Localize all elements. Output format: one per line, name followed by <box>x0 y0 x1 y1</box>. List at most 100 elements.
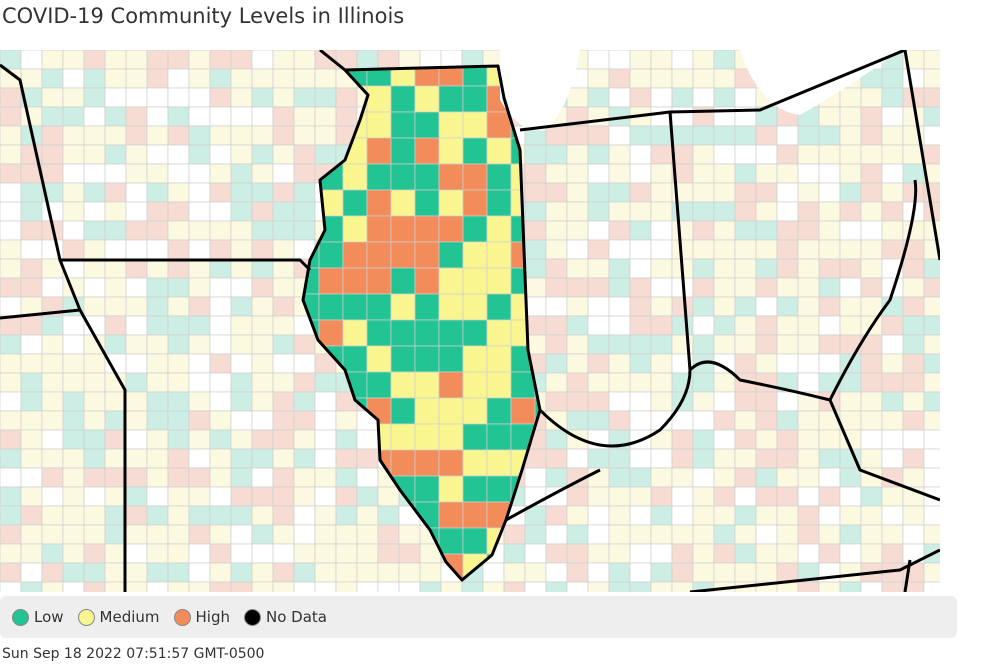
county <box>860 163 883 184</box>
county <box>587 372 610 393</box>
county <box>356 543 379 564</box>
county <box>629 239 652 260</box>
county <box>524 220 547 241</box>
county <box>146 182 169 203</box>
county <box>776 486 799 507</box>
county <box>923 562 940 583</box>
county <box>713 87 736 108</box>
county <box>566 334 589 355</box>
county <box>251 201 274 222</box>
county <box>390 163 416 191</box>
county <box>902 353 925 374</box>
county <box>587 201 610 222</box>
county <box>902 182 925 203</box>
county <box>125 50 148 70</box>
county <box>62 562 85 583</box>
county <box>0 505 22 526</box>
county <box>335 467 358 488</box>
county <box>587 144 610 165</box>
county <box>713 391 736 412</box>
county <box>839 258 862 279</box>
county <box>314 87 337 108</box>
legend-swatch <box>173 608 191 626</box>
county <box>209 562 232 583</box>
county <box>486 189 512 217</box>
county <box>209 258 232 279</box>
county <box>209 334 232 355</box>
county <box>188 125 211 146</box>
county <box>566 391 589 412</box>
county <box>390 319 416 347</box>
county <box>41 353 64 374</box>
county <box>462 111 488 139</box>
county <box>881 87 904 108</box>
county <box>20 486 43 507</box>
legend-swatch <box>244 608 262 626</box>
county <box>62 201 85 222</box>
county <box>125 296 148 317</box>
county <box>62 391 85 412</box>
county <box>0 353 22 374</box>
county <box>860 182 883 203</box>
county <box>125 486 148 507</box>
county <box>755 486 778 507</box>
county <box>923 505 940 526</box>
county <box>293 543 316 564</box>
county <box>482 581 505 592</box>
county <box>755 125 778 146</box>
county <box>797 163 820 184</box>
county <box>818 163 841 184</box>
county <box>167 315 190 336</box>
county <box>650 220 673 241</box>
county <box>545 429 568 450</box>
county <box>860 410 883 431</box>
county <box>797 429 820 450</box>
county <box>167 581 190 592</box>
county <box>650 296 673 317</box>
county <box>146 163 169 184</box>
county <box>230 581 253 592</box>
legend-item[interactable]: No Data <box>244 608 327 626</box>
county <box>755 315 778 336</box>
county <box>438 527 464 555</box>
county <box>755 353 778 374</box>
county <box>860 372 883 393</box>
legend-item[interactable]: Low <box>12 608 64 626</box>
county <box>314 144 337 165</box>
county <box>104 562 127 583</box>
county <box>797 505 820 526</box>
county <box>335 410 358 431</box>
county <box>251 524 274 545</box>
county <box>366 85 392 113</box>
county <box>41 50 64 70</box>
county <box>797 486 820 507</box>
county <box>390 267 416 295</box>
county <box>0 182 22 203</box>
county <box>0 144 22 165</box>
county <box>797 353 820 374</box>
legend-item[interactable]: High <box>173 608 230 626</box>
county <box>41 334 64 355</box>
county <box>860 353 883 374</box>
county <box>923 50 940 70</box>
county <box>125 258 148 279</box>
county <box>20 353 43 374</box>
county <box>272 562 295 583</box>
county <box>545 448 568 469</box>
county <box>671 50 694 70</box>
county <box>755 201 778 222</box>
county <box>41 486 64 507</box>
county <box>692 68 715 89</box>
county <box>608 372 631 393</box>
county <box>587 581 610 592</box>
county <box>587 334 610 355</box>
county <box>713 372 736 393</box>
county <box>251 296 274 317</box>
county <box>534 397 540 425</box>
county <box>881 505 904 526</box>
county <box>251 87 274 108</box>
county <box>545 372 568 393</box>
county <box>167 410 190 431</box>
county <box>545 296 568 317</box>
legend-item[interactable]: Medium <box>77 608 160 626</box>
